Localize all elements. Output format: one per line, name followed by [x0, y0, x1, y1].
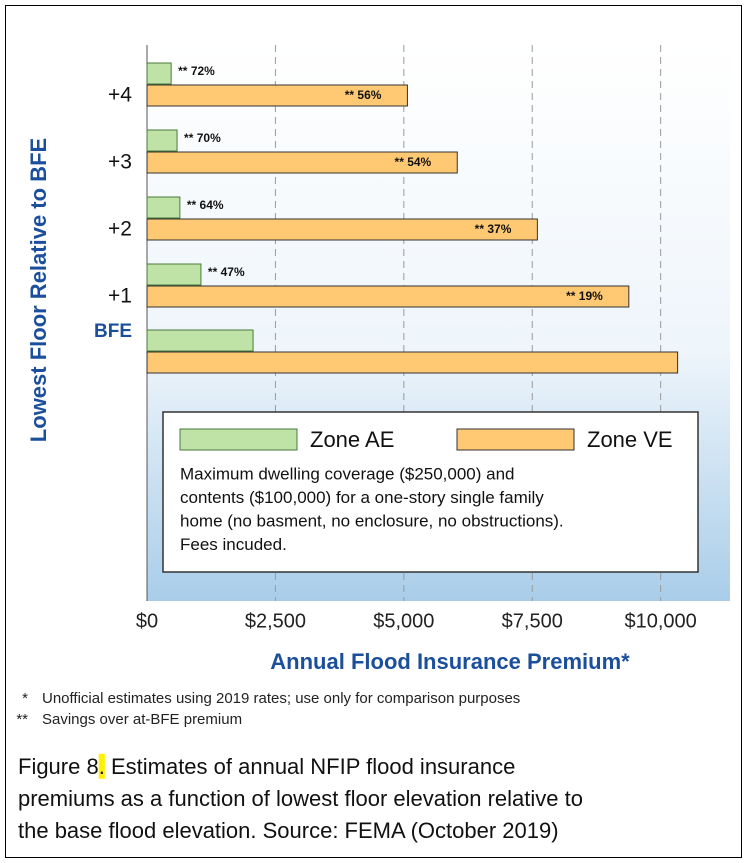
bar-annotation: ** 56% [345, 88, 382, 102]
bar [146, 62, 172, 85]
bar-annotation: ** 47% [208, 265, 245, 279]
footnote-marker: * [22, 690, 28, 707]
bar-annotation: ** 54% [395, 155, 432, 169]
y-tick-label: +1 [108, 285, 132, 308]
bar [146, 196, 181, 219]
x-tick-label: $5,000 [373, 610, 434, 632]
caption-text: the base flood elevation. Source: FEMA (… [18, 818, 559, 843]
bar [146, 285, 630, 308]
y-tick-label: +4 [108, 84, 132, 107]
footnote: Savings over at-BFE premium [42, 711, 242, 728]
legend-swatch [456, 428, 575, 451]
highlight [98, 753, 105, 779]
x-tick-label: $7,500 [502, 610, 563, 632]
y-tick-label: +2 [108, 218, 132, 241]
legend-swatch [179, 428, 298, 451]
legend-label: Zone VE [587, 427, 673, 452]
y-axis-title: Lowest Floor Relative to BFE [26, 138, 51, 442]
y-tick-label: +3 [108, 151, 132, 174]
bar [146, 263, 202, 286]
legend-note: home (no basment, no enclosure, no obstr… [180, 511, 564, 530]
bar-annotation: ** 72% [178, 64, 215, 78]
footnote: Unofficial estimates using 2019 rates; u… [42, 690, 520, 707]
x-tick-label: $2,500 [245, 610, 306, 632]
bar [146, 351, 679, 374]
bar [146, 329, 254, 352]
x-tick-label: $0 [136, 610, 158, 632]
bar-annotation: ** 70% [184, 131, 221, 145]
frame [5, 5, 742, 858]
legend-note: Fees incuded. [180, 535, 287, 554]
bar-annotation: ** 37% [475, 222, 512, 236]
bar [146, 218, 538, 241]
caption-text: Estimates of annual NFIP flood insurance [105, 754, 515, 779]
legend-note: Maximum dwelling coverage ($250,000) and [180, 464, 515, 483]
legend-label: Zone AE [310, 427, 394, 452]
caption-figure: Figure 8 [18, 754, 99, 779]
bar [146, 151, 458, 174]
caption-text: premiums as a function of lowest floor e… [18, 786, 583, 811]
bar-annotation: ** 64% [187, 198, 224, 212]
caption-line: the base flood elevation. Source: FEMA (… [18, 818, 559, 843]
caption-line: Figure 8. Estimates of annual NFIP flood… [18, 754, 515, 779]
y-tick-label: BFE [94, 321, 132, 342]
caption-highlight: . [99, 754, 105, 779]
legend-note: contents ($100,000) for a one-story sing… [180, 488, 544, 507]
footnote-marker: ** [16, 711, 28, 728]
caption-line: premiums as a function of lowest floor e… [18, 786, 583, 811]
bar [146, 129, 178, 152]
bar-annotation: ** 19% [566, 289, 603, 303]
x-tick-label: $10,000 [625, 610, 697, 632]
bar [146, 84, 408, 107]
x-axis-title: Annual Flood Insurance Premium* [270, 649, 630, 674]
